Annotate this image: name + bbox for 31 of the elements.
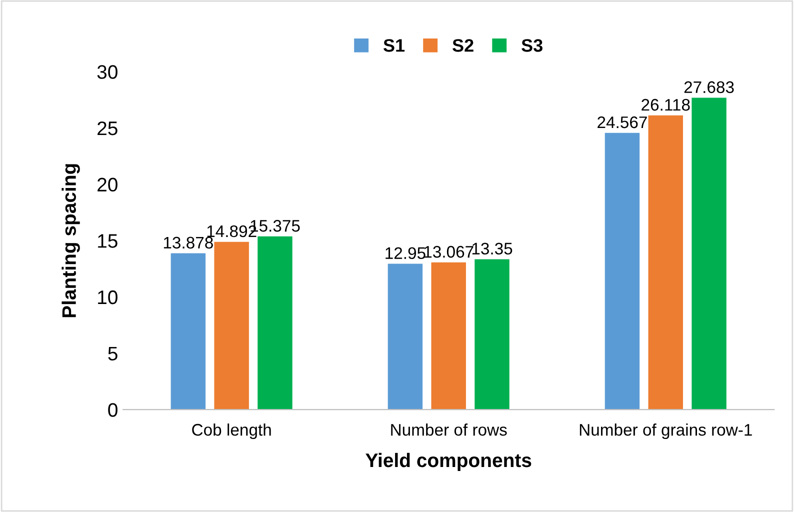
data-label: 27.683 <box>684 81 734 94</box>
y-tick-label: 30 <box>97 65 118 79</box>
x-tick-label: Cob length <box>192 423 271 440</box>
y-axis-title: Planting spacing <box>62 164 80 318</box>
bar <box>258 236 292 410</box>
x-tick-label: Number of rows <box>391 423 507 436</box>
x-axis-title: Yield components <box>366 452 532 472</box>
x-tick-label: Number of grains row-1 <box>580 423 752 440</box>
bar <box>170 253 206 410</box>
bar <box>214 242 249 410</box>
y-tick-label: 20 <box>98 178 118 192</box>
bar <box>648 115 683 410</box>
y-tick-label: 10 <box>98 290 118 304</box>
bar <box>431 262 466 410</box>
y-tick-label: 0 <box>108 403 118 417</box>
data-label: 24.567 <box>598 116 647 128</box>
data-label: 13.35 <box>472 242 512 255</box>
data-label: 13.067 <box>424 246 474 258</box>
y-tick-label: 25 <box>98 121 118 136</box>
bar <box>474 259 510 410</box>
y-tick-label: 5 <box>108 346 118 361</box>
legend-label: S1 <box>384 39 405 52</box>
bar <box>388 264 423 410</box>
legend-label: S3 <box>522 39 542 52</box>
bar <box>692 98 726 410</box>
data-label: 26.118 <box>642 98 690 111</box>
data-label: 13.878 <box>164 236 213 249</box>
data-label: 12.95 <box>386 247 426 260</box>
bar <box>604 132 640 410</box>
y-tick-label: 15 <box>98 234 118 248</box>
legend-label: S2 <box>452 39 474 52</box>
